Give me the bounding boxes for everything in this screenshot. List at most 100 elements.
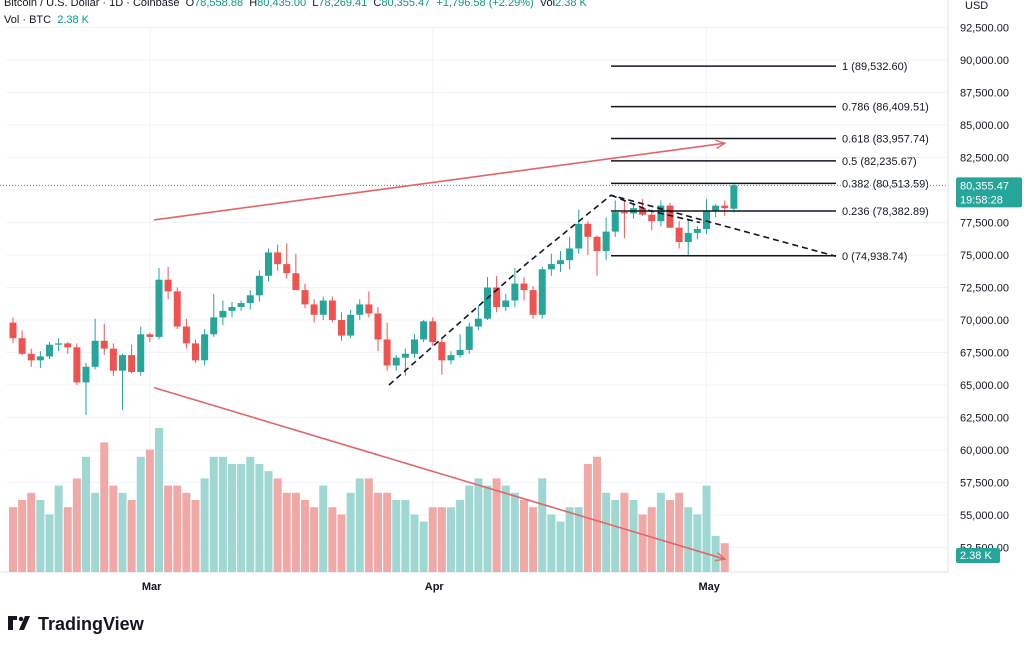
fib-level-label: 0.5 (82,235.67) (842, 156, 917, 168)
lower-trend-arrow[interactable] (153, 386, 725, 560)
candle-body (91, 340, 99, 367)
candle (693, 226, 701, 240)
volume-bar (538, 478, 547, 572)
candle-body (593, 236, 601, 252)
volume-bar (45, 514, 54, 572)
candle-body (55, 343, 63, 345)
candle-body (684, 232, 692, 242)
candle-body (392, 357, 400, 366)
volume-bar (437, 507, 446, 572)
volume-bar (647, 507, 656, 572)
candle-body (338, 320, 345, 336)
y-tick-label: 92,500.00 (960, 23, 1009, 35)
volume-bar (36, 500, 45, 572)
candle (547, 253, 555, 276)
candle-body (119, 355, 126, 371)
volume-bar (410, 514, 419, 572)
dashed-pattern-inner[interactable] (610, 194, 701, 224)
price-axis[interactable]: 52,500.0055,000.0057,500.0060,000.0062,5… (960, 23, 1009, 555)
volume-bar (364, 478, 373, 572)
volume-bar (492, 478, 501, 572)
candle (392, 355, 400, 371)
volume-bar (428, 507, 437, 572)
candle-countdown: 19:58:28 (960, 194, 1003, 206)
volume-bar (63, 507, 72, 572)
volume-bar (447, 507, 455, 572)
candle (338, 312, 345, 341)
dashed-pattern-line[interactable] (388, 194, 837, 386)
candle (374, 307, 382, 352)
candle (265, 248, 272, 281)
volume-bar (693, 514, 702, 572)
fib-level-label: 0 (74,938.74) (842, 251, 907, 263)
candle (228, 301, 236, 318)
y-tick-label: 87,500.00 (960, 88, 1009, 100)
volume-bar (27, 492, 36, 572)
fibonacci-retracement[interactable]: 1 (89,532.60) 0.786 (86,409.51) 0.618 (83,… (611, 61, 929, 263)
candle (611, 200, 619, 237)
volume-bar (684, 507, 693, 572)
volume-bar (474, 478, 483, 572)
candle-body (620, 212, 628, 214)
candle (255, 270, 263, 302)
x-tick-label: Mar (142, 581, 162, 593)
candle-body (36, 356, 44, 361)
vol-label: Vol (539, 0, 556, 9)
candle (219, 300, 227, 326)
candle (274, 244, 282, 271)
y-tick-label: 75,000.00 (960, 250, 1009, 262)
y-tick-label: 60,000.00 (960, 445, 1009, 457)
volume-bar (629, 500, 638, 572)
time-axis[interactable]: Mar Apr May (142, 581, 721, 593)
volume-bar (666, 500, 674, 572)
candle (511, 268, 519, 307)
y-tick-label: 90,000.00 (960, 55, 1009, 67)
candle-body (82, 366, 90, 383)
candle (328, 296, 336, 323)
candle (365, 291, 373, 318)
volume-bar (218, 456, 227, 572)
candle-body (529, 290, 537, 315)
volume-bar (711, 536, 720, 572)
volume-bar (145, 449, 154, 572)
candle-body (64, 343, 72, 348)
fib-level-label: 0.786 (86,409.51) (842, 102, 929, 114)
volume-bar (675, 492, 684, 572)
volume-bar (246, 456, 255, 572)
candle-body (465, 326, 473, 350)
candle-body (201, 334, 209, 361)
candle-body (447, 355, 455, 361)
volume-bar (127, 500, 136, 572)
last-price-value: 80,355.47 (960, 180, 1009, 192)
volume-series-label[interactable]: Vol · BTC (4, 14, 52, 26)
candle (128, 344, 136, 374)
candle-body (356, 304, 364, 315)
volume-bar (136, 456, 145, 572)
currency-label: USD (965, 0, 988, 12)
candle (91, 318, 99, 370)
y-tick-label: 67,500.00 (960, 348, 1009, 360)
upper-trend-arrow[interactable] (153, 143, 725, 221)
y-tick-label: 65,000.00 (960, 380, 1009, 392)
tradingview-logo[interactable]: TradingView (8, 614, 144, 635)
volume-bar (18, 500, 27, 572)
volume-bar (273, 478, 282, 572)
candle-body (666, 205, 674, 228)
candle-body (265, 252, 272, 276)
volume-bar (118, 492, 127, 572)
candle (27, 348, 35, 367)
volume-bar (392, 500, 401, 572)
y-tick-label: 62,500.00 (960, 413, 1009, 425)
volume-bar (9, 507, 17, 572)
candle-body (155, 279, 163, 337)
trend-drawings[interactable] (153, 143, 837, 560)
candle (82, 362, 90, 415)
candle-body (301, 290, 309, 305)
candle-body (46, 344, 53, 357)
symbol-title[interactable]: Bitcoin / U.S. Dollar · 1D · Coinbase (4, 0, 180, 9)
candle-body (693, 229, 701, 233)
volume-bar (209, 456, 218, 572)
candle-body (566, 248, 574, 261)
close-value: 80,355.47 (381, 0, 431, 9)
